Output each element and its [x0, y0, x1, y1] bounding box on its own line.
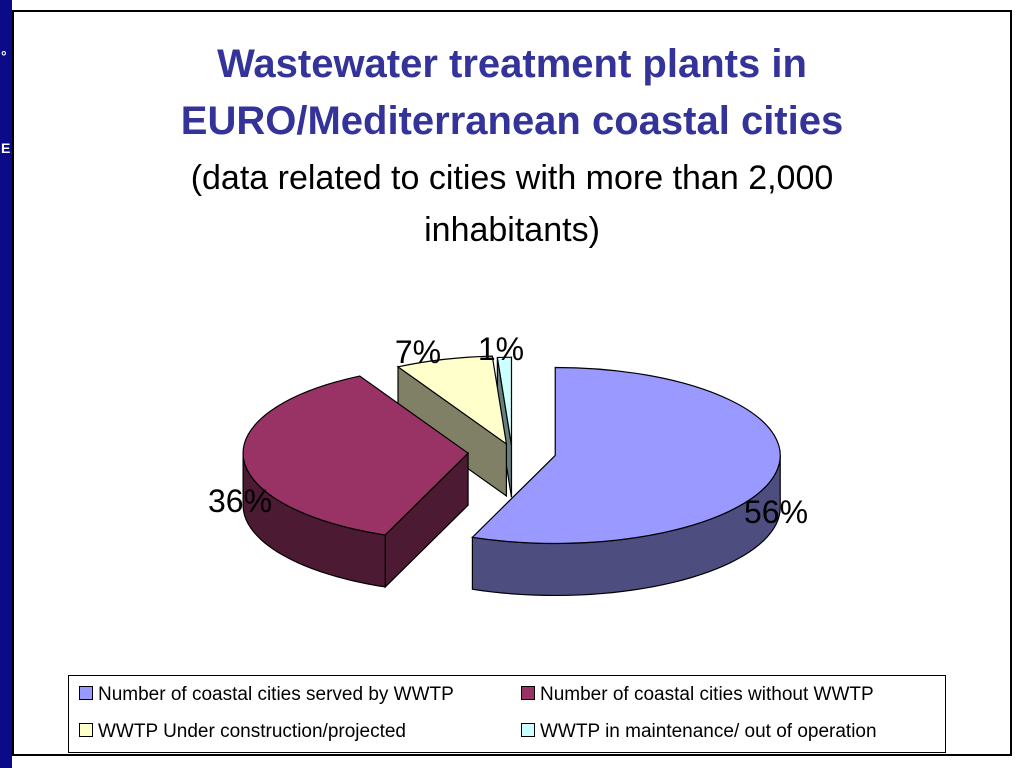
side-band: ° E [0, 0, 12, 768]
legend-item-out-of-operation: WWTP in maintenance/ out of operation [521, 721, 877, 743]
chart-subtitle-line2: inhabitants) [424, 211, 600, 249]
pie-side-faces [242, 357, 781, 597]
legend-swatch-under-construction [79, 722, 93, 737]
pie-slice-out-of-operation [496, 356, 513, 446]
side-band-glyph: ° [1, 48, 7, 64]
pie-label-under-construction: 7% [395, 334, 441, 370]
pie-label-out-of-operation: 1% [478, 331, 524, 367]
pie-slice-without-wwtp [242, 375, 470, 536]
legend-item-without-wwtp: Number of coastal cities without WWTP [521, 684, 874, 706]
pie-label-served-by-wwtp: 56% [744, 494, 808, 530]
pie-top-faces [242, 355, 781, 545]
legend-swatch-without-wwtp [521, 685, 535, 700]
legend-swatch-out-of-operation [521, 722, 535, 737]
legend-label-out-of-operation: WWTP in maintenance/ out of operation [540, 721, 877, 742]
legend-swatch-served-by-wwtp [79, 685, 93, 700]
side-band-glyph: E [1, 140, 11, 156]
legend-item-under-construction: WWTP Under construction/projected [79, 721, 406, 743]
legend-label-served-by-wwtp: Number of coastal cities served by WWTP [98, 684, 454, 705]
chart-title-line1: Wastewater treatment plants in [217, 42, 807, 86]
pie-slice-under-construction [396, 355, 508, 446]
pie-label-without-wwtp: 36% [208, 483, 272, 519]
legend-label-under-construction: WWTP Under construction/projected [98, 721, 406, 742]
chart-legend: Number of coastal cities served by WWTP N… [68, 675, 946, 753]
pie-slice-served-by-wwtp [471, 366, 781, 545]
legend-item-served-by-wwtp: Number of coastal cities served by WWTP [79, 684, 454, 706]
chart-subtitle-line1: (data related to cities with more than 2… [190, 159, 834, 197]
chart-title-line2: EURO/Mediterranean coastal cities [180, 99, 844, 143]
legend-label-without-wwtp: Number of coastal cities without WWTP [540, 684, 874, 705]
